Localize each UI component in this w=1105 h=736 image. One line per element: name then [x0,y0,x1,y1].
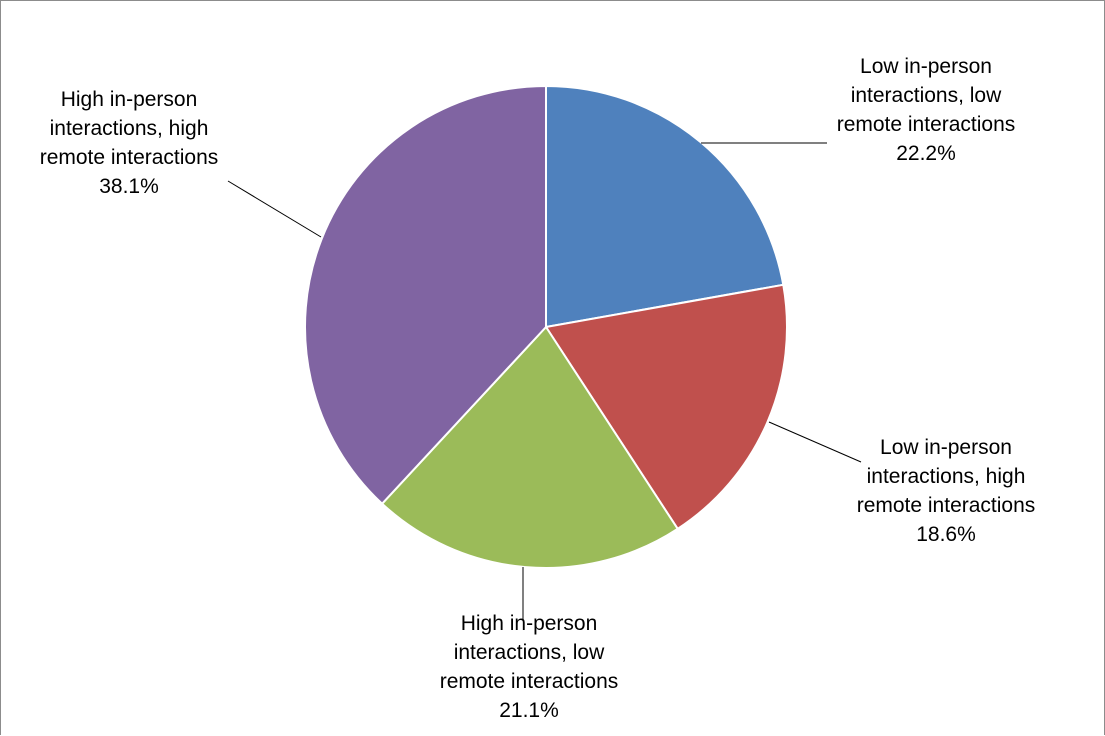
data-label-line: remote interactions [857,494,1036,517]
data-label-percent: 18.6% [916,523,976,546]
slice-high-in-person-low-remote [381,326,679,569]
data-label-percent: 22.2% [896,142,956,165]
data-label-line: Low in-person [860,55,992,78]
data-label-line: interactions, low [851,84,1002,107]
data-label-line: interactions, high [50,117,209,140]
data-label-low-in-person-low-remote: Low in-person interactions, low remote int… [837,55,1016,165]
slice-high-in-person-high-remote [304,85,547,505]
data-labels: Low in-person interactions, low remote int… [40,55,1036,722]
data-label-high-in-person-low-remote: High in-person interactions, low remote in… [440,612,619,722]
data-label-line: Low in-person [880,436,1012,459]
leader-line-high-in-person-high-remote [227,180,322,238]
leader-lines [227,142,862,620]
data-label-line: remote interactions [440,670,619,693]
data-label-line: High in-person [61,88,198,111]
data-label-line: High in-person [461,612,598,635]
pie-slices [304,85,788,569]
data-label-line: remote interactions [40,146,219,169]
slice-low-in-person-high-remote [545,283,788,530]
data-label-line: interactions, high [867,465,1026,488]
data-label-percent: 38.1% [99,175,159,198]
data-label-percent: 21.1% [499,699,559,722]
slice-low-in-person-low-remote [545,85,785,328]
data-label-line: interactions, low [454,641,605,664]
leader-line-low-in-person-high-remote [768,421,862,463]
data-label-line: remote interactions [837,113,1016,136]
data-label-high-in-person-high-remote: High in-person interactions, high remote i… [40,88,219,198]
data-label-low-in-person-high-remote: Low in-person interactions, high remote in… [857,436,1036,546]
